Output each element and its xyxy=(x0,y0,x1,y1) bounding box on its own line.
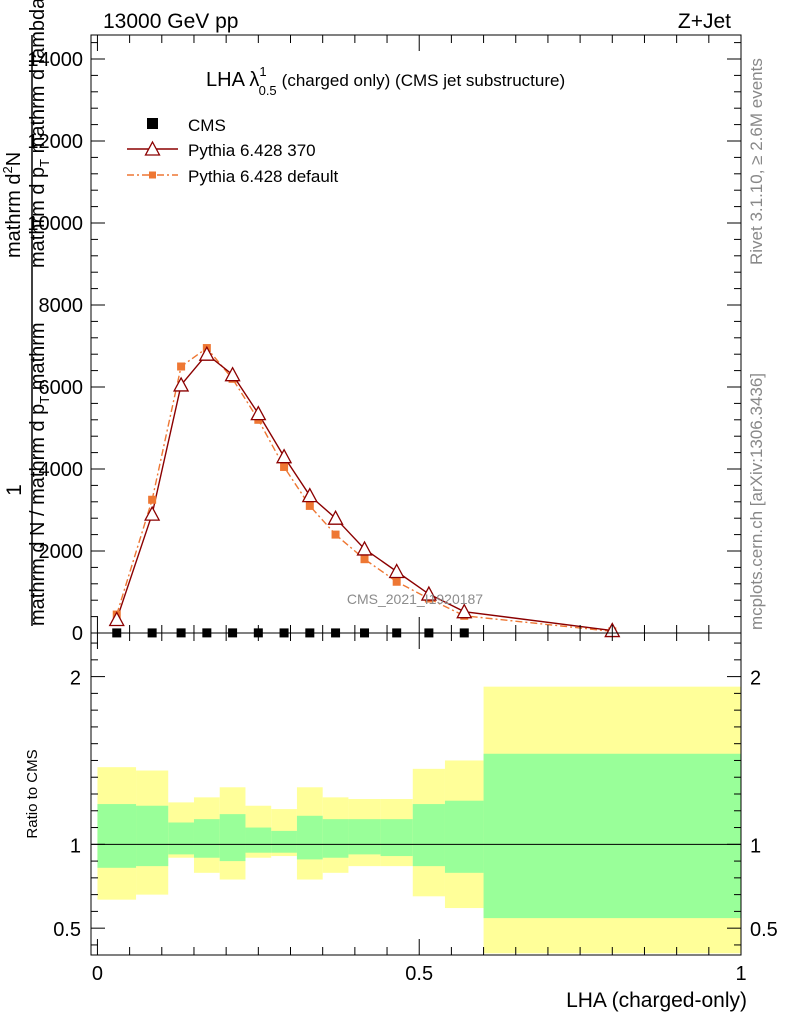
y-tick-label: 8000 xyxy=(39,295,84,317)
main-y-axis-title: 1 mathrm d N / mathrm d pT mathrm mathrm… xyxy=(0,0,52,626)
x-axis-title: LHA (charged-only) xyxy=(566,989,747,1012)
data-point-pythia-370 xyxy=(198,345,215,361)
y-title-numerator-one: 1 xyxy=(3,484,26,496)
x-tick-label: 0.5 xyxy=(405,963,433,985)
data-point-pythia-370 xyxy=(144,505,161,521)
legend-marker-cms xyxy=(147,118,158,129)
ratio-stat-uncertainty-band xyxy=(348,819,381,855)
ratio-stat-uncertainty-band xyxy=(168,822,194,855)
ratio-plot-panel: 0.5 0.51 12 2 0 0.5 1 Ratio to CMS LHA (charg… xyxy=(24,632,778,1012)
data-point-pythia-370 xyxy=(456,603,473,619)
plot-title: LHA λ1 0.5 (charged only) (CMS jet substru… xyxy=(206,64,565,98)
y-title-den2-subscript: T xyxy=(37,159,52,167)
y-title-denominator-line1: mathrm d2N xyxy=(0,152,25,258)
plot-title-subscript: 0.5 xyxy=(259,83,277,98)
y-title-num-subscript: T xyxy=(37,396,52,404)
ratio-y-tick-label: 0.5 xyxy=(53,919,81,941)
y-title-denominator-line2: mathrm d pT mathrm d lambda xyxy=(27,0,52,268)
data-point-pythia-370 xyxy=(388,563,405,579)
y-title-num-part: mathrm d N / mathrm d p xyxy=(27,404,49,626)
y-tick-label: 2000 xyxy=(39,541,84,563)
data-point-pythia-370 xyxy=(327,509,344,525)
data-point-pythia-370 xyxy=(301,487,318,503)
data-point-pythia-370 xyxy=(224,366,241,382)
main-x-axis xyxy=(96,35,742,633)
data-point-pythia-370 xyxy=(108,611,125,627)
y-tick-label: 0 xyxy=(72,623,83,645)
data-point-pythia-default xyxy=(392,577,401,586)
legend-label-pythia-default: Pythia 6.428 default xyxy=(188,167,339,186)
y-tick-label: 6000 xyxy=(39,377,84,399)
analysis-watermark: CMS_2021_I1920187 xyxy=(347,591,483,607)
plot-title-superscript: 1 xyxy=(259,64,266,79)
data-point-pythia-370 xyxy=(250,405,267,421)
ratio-stat-uncertainty-band xyxy=(483,753,741,919)
data-point-pythia-default xyxy=(280,462,289,471)
ratio-stat-uncertainty-band xyxy=(296,815,323,860)
ratio-y-tick-label: 1 xyxy=(70,835,81,857)
y-title-den1-tail: N xyxy=(3,152,25,166)
ratio-stat-uncertainty-band xyxy=(193,819,220,858)
mcplots-label: mcplots.cern.ch [arXiv:1306.3436] xyxy=(747,373,766,630)
ratio-stat-uncertainty-band xyxy=(444,800,484,873)
data-point-pythia-370 xyxy=(356,540,373,556)
ratio-y-axis: 0.5 0.5 1 1 2 2 xyxy=(53,642,778,946)
data-point-pythia-370 xyxy=(420,585,437,601)
data-point-pythia-default xyxy=(331,530,340,539)
y-title-numerator-rest: mathrm d N / mathrm d pT mathrm xyxy=(27,322,52,626)
ratio-stat-uncertainty-band xyxy=(271,830,297,853)
legend-label-pythia-370: Pythia 6.428 370 xyxy=(188,141,316,160)
y-tick-label: 10000 xyxy=(27,213,83,235)
ratio-stat-uncertainty-band xyxy=(219,814,246,862)
legend-marker-pythia-370 xyxy=(144,140,161,156)
x-tick-label: 1 xyxy=(735,963,746,985)
y-title-den1-part: mathrm d xyxy=(3,174,25,258)
data-point-pythia-default xyxy=(148,495,157,504)
plot-title-rest: (charged only) (CMS jet substructure) xyxy=(282,71,565,90)
rivet-version-label: Rivet 3.1.10, ≥ 2.6M events xyxy=(747,58,766,265)
main-y-axis: 0 2000 4000 6000 8000 10000 12000 14000 xyxy=(27,42,741,645)
y-title-num-tail: mathrm xyxy=(27,322,49,395)
y-tick-label: 14000 xyxy=(27,49,83,71)
data-point-pythia-default xyxy=(305,501,314,510)
ratio-y-tick-label-right: 1 xyxy=(750,835,761,857)
series-line-pythia-370 xyxy=(116,353,613,632)
ratio-y-tick-label-right: 0.5 xyxy=(750,919,778,941)
data-point-pythia-370 xyxy=(173,376,190,392)
data-point-pythia-370 xyxy=(275,448,293,464)
y-title-den2-part: mathrm d p xyxy=(27,167,49,268)
series-line-pythia-default xyxy=(116,347,613,633)
ratio-stat-uncertainty-band xyxy=(380,819,413,857)
plot-title-main: LHA λ xyxy=(206,69,259,91)
legend-marker-pythia-default xyxy=(149,171,156,179)
ratio-y-tick-label-right: 2 xyxy=(750,668,761,690)
ratio-stat-uncertainty-band xyxy=(322,819,349,858)
y-tick-label: 4000 xyxy=(39,459,84,481)
ratio-y-axis-title: Ratio to CMS xyxy=(24,749,41,838)
ratio-stat-uncertainty-band xyxy=(97,804,137,868)
ratio-stat-uncertainty-band xyxy=(136,805,169,867)
data-point-pythia-default xyxy=(177,362,186,371)
header-energy-label: 13000 GeV pp xyxy=(103,10,238,33)
y-title-den1-superscript: 2 xyxy=(0,166,15,173)
legend-label-cms: CMS xyxy=(188,116,226,135)
ratio-y-tick-label: 2 xyxy=(70,668,81,690)
ratio-plot-data xyxy=(91,686,741,954)
x-tick-label: 0 xyxy=(92,963,103,985)
ratio-stat-uncertainty-band xyxy=(412,804,445,867)
legend: CMS Pythia 6.428 370 Pythia 6.428 defaul… xyxy=(127,116,339,186)
ratio-x-axis: 0 0.5 1 xyxy=(92,633,747,985)
y-title-den2-tail: mathrm d lambda xyxy=(27,0,49,159)
data-point-pythia-default xyxy=(360,555,369,564)
ratio-stat-uncertainty-band xyxy=(245,827,272,853)
header-process-label: Z+Jet xyxy=(678,10,731,33)
y-tick-label: 12000 xyxy=(27,131,83,153)
